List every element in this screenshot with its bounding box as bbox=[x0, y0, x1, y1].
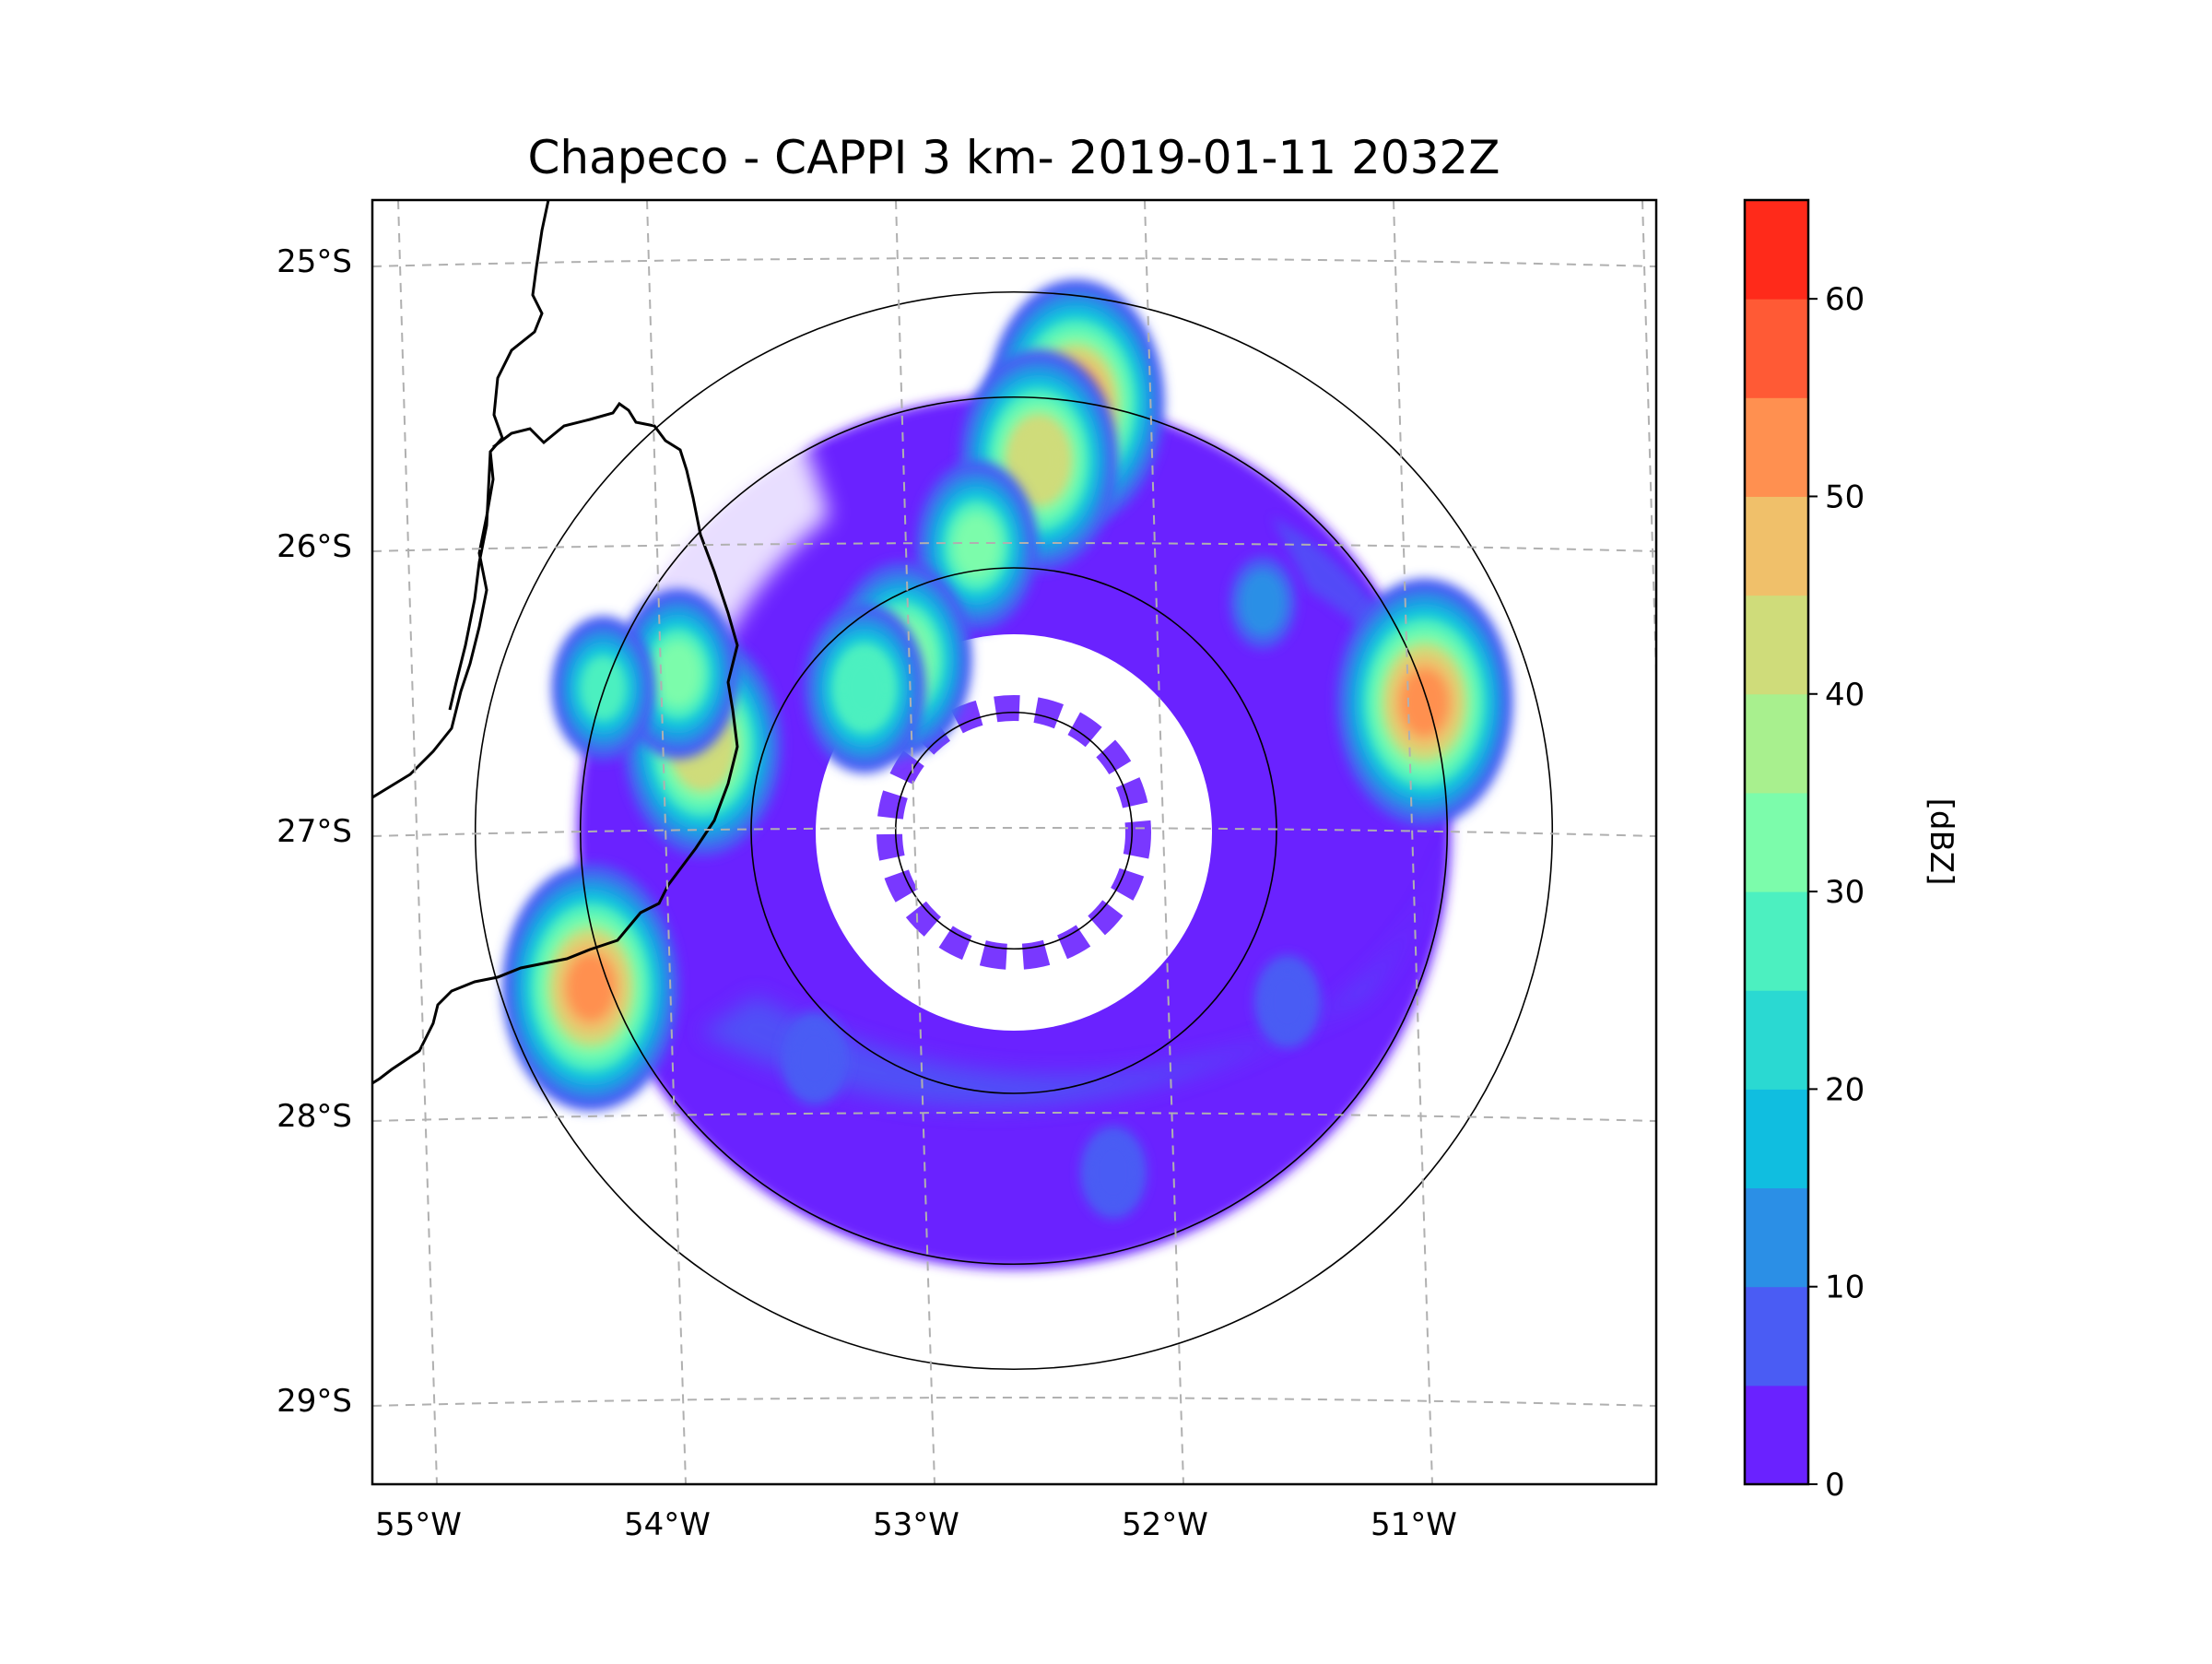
colorbar-bin-3 bbox=[1745, 1187, 1808, 1288]
y-tick-label: 27°S bbox=[276, 813, 352, 850]
map-frame bbox=[371, 198, 1658, 1486]
echo-cell-10 bbox=[1335, 578, 1513, 827]
colorbar-tick-label: 40 bbox=[1825, 677, 1865, 714]
colorbar-bin-6 bbox=[1745, 891, 1808, 991]
colorbar-bin-5 bbox=[1745, 990, 1808, 1090]
echo-cell-9 bbox=[502, 863, 679, 1112]
y-tick-label: 26°S bbox=[276, 528, 352, 565]
border-misiones-brazil bbox=[372, 401, 739, 1085]
echo-cell-layer bbox=[1015, 426, 1063, 494]
x-tick-label: 53°W bbox=[873, 1506, 959, 1543]
range-ring-3 bbox=[579, 395, 1449, 1266]
meridian-line-1 bbox=[397, 200, 438, 1484]
colorbar-bin-10 bbox=[1745, 496, 1808, 596]
x-tick-label: 52°W bbox=[1122, 1506, 1208, 1543]
y-tick-labels: 25°S 26°S 27°S 28°S 29°S bbox=[276, 243, 352, 1420]
graticule bbox=[372, 200, 1656, 1484]
colorbar-bin-1 bbox=[1745, 1385, 1808, 1485]
parallel-line-3 bbox=[372, 827, 1656, 837]
colorbar-bin-8 bbox=[1745, 693, 1808, 794]
colorbar-bin-9 bbox=[1745, 595, 1808, 695]
parallel-line-1 bbox=[372, 257, 1656, 267]
range-ring-1 bbox=[894, 711, 1134, 950]
map-area bbox=[372, 200, 1656, 1484]
colorbar-bin-2 bbox=[1745, 1286, 1808, 1387]
range-ring-4 bbox=[474, 290, 1554, 1371]
echo-inner-ring bbox=[877, 695, 1151, 970]
echo-cell-5 bbox=[804, 603, 925, 773]
parallel-line-4 bbox=[372, 1112, 1656, 1122]
y-tick-label: 28°S bbox=[276, 1098, 352, 1135]
border-misiones-west bbox=[448, 451, 492, 711]
colorbar-tick-label: 50 bbox=[1825, 478, 1865, 515]
meridian-line-2 bbox=[646, 200, 687, 1484]
meridian-line-6 bbox=[1641, 200, 1656, 704]
colorbar-bin-4 bbox=[1745, 1089, 1808, 1189]
border-paraguay-argentina bbox=[372, 200, 550, 799]
colorbar-bin-7 bbox=[1745, 792, 1808, 892]
echo-cell-layer bbox=[1400, 668, 1449, 737]
echo-cell-layer bbox=[1264, 968, 1312, 1035]
range-ring-2 bbox=[750, 567, 1277, 1094]
colorbar-tick-label: 60 bbox=[1825, 281, 1865, 318]
colorbar-frame bbox=[1743, 198, 1810, 1486]
parallel-line-5 bbox=[372, 1397, 1656, 1407]
echo-cell-3 bbox=[915, 460, 1038, 631]
parallel-line-2 bbox=[372, 542, 1656, 552]
y-tick-label: 25°S bbox=[276, 243, 352, 280]
colorbar-tick-label: 0 bbox=[1825, 1467, 1845, 1504]
echo-cells bbox=[502, 279, 1513, 1220]
chart-title: Chapeco - CAPPI 3 km- 2019-01-11 2032Z bbox=[528, 131, 1500, 184]
x-tick-label: 54°W bbox=[624, 1506, 711, 1543]
meridian-line-4 bbox=[1144, 200, 1184, 1484]
echo-cell-layer bbox=[841, 655, 888, 722]
colorbar-tick-label: 30 bbox=[1825, 874, 1865, 911]
echo-east-band bbox=[1272, 516, 1438, 738]
colorbar-label: [dBZ] bbox=[1923, 798, 1959, 886]
echo-cell-12 bbox=[1254, 955, 1321, 1048]
colorbar: 0 10 20 30 40 50 60 [dBZ] bbox=[1743, 198, 1959, 1504]
range-rings bbox=[474, 290, 1554, 1371]
echo-cell-layer bbox=[1239, 569, 1287, 637]
echo-cell-layer bbox=[791, 1024, 839, 1092]
colorbar-bin-11 bbox=[1745, 397, 1808, 497]
echo-cell-layer bbox=[952, 512, 1001, 580]
echo-cell-11 bbox=[1230, 556, 1296, 650]
colorbar-tick-label: 20 bbox=[1825, 1071, 1865, 1108]
colorbar-bin-12 bbox=[1745, 299, 1808, 398]
x-tick-label: 51°W bbox=[1371, 1506, 1457, 1543]
colorbar-tick-label: 10 bbox=[1825, 1269, 1865, 1306]
colorbar-bin-13 bbox=[1745, 200, 1808, 300]
echo-cell-layer bbox=[653, 640, 702, 708]
x-tick-labels: 55°W 54°W 53°W 52°W 51°W bbox=[375, 1506, 1457, 1543]
echo-cell-14 bbox=[782, 1011, 848, 1105]
echo-cell-13 bbox=[1080, 1126, 1147, 1220]
echo-inner-core bbox=[903, 722, 1124, 943]
echo-cell-layer bbox=[579, 655, 628, 722]
echo-cell-layer bbox=[567, 953, 615, 1021]
x-tick-label: 55°W bbox=[375, 1506, 462, 1543]
colorbar-ticks: 0 10 20 30 40 50 60 bbox=[1808, 281, 1865, 1504]
meridian-line-5 bbox=[1393, 200, 1433, 1484]
colorbar-bins bbox=[1745, 200, 1808, 1485]
y-tick-label: 29°S bbox=[276, 1383, 352, 1420]
echo-cell-layer bbox=[1089, 1139, 1137, 1207]
echo-cell-8 bbox=[551, 616, 655, 761]
reflectivity-layer bbox=[502, 279, 1513, 1269]
meridian-line-3 bbox=[895, 200, 935, 1484]
